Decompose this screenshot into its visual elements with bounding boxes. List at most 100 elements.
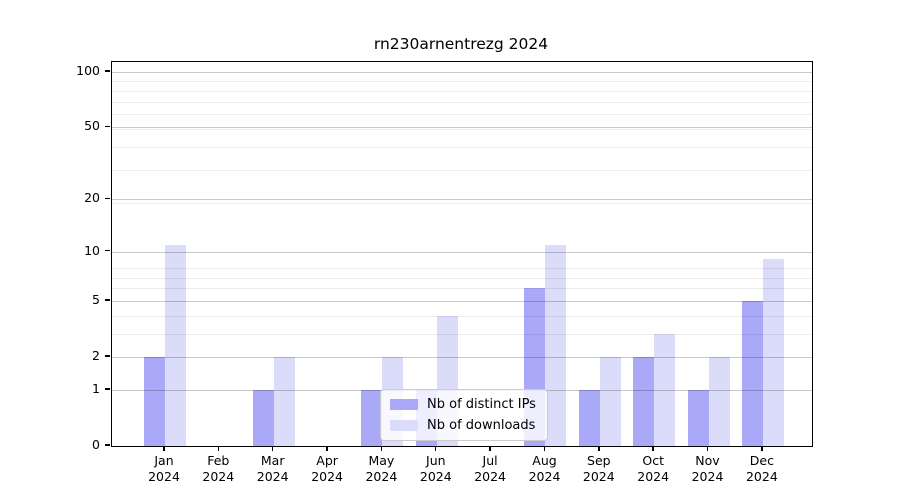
legend: Nb of distinct IPs Nb of downloads	[380, 389, 548, 441]
bar-nb-of-distinct-ips-jan-2024	[144, 357, 165, 446]
y-tick-mark	[104, 125, 110, 128]
x-tick-label-jan-2024: Jan 2024	[128, 453, 200, 484]
bar-nb-of-distinct-ips-oct-2024	[633, 357, 655, 446]
minor-gridline	[112, 114, 812, 116]
x-tick-label-feb-2024: Feb 2024	[182, 453, 254, 484]
x-tick-label-year: 2024	[528, 468, 561, 484]
bar-nb-of-downloads-sep-2024	[599, 357, 621, 446]
major-gridline	[112, 127, 812, 129]
legend-row-distinct-ips: Nb of distinct IPs	[390, 397, 536, 412]
x-tick-label-sep-2024: Sep 2024	[563, 453, 635, 484]
x-tick-label-year: 2024	[745, 468, 778, 484]
legend-label-downloads: Nb of downloads	[427, 418, 536, 433]
x-tick-label-month: Jan	[154, 453, 174, 468]
major-gridline	[112, 357, 812, 358]
y-tick-label: 10	[84, 242, 100, 258]
legend-swatch-distinct-ips	[390, 399, 418, 410]
major-gridline	[112, 72, 812, 73]
bar-nb-of-distinct-ips-may-2024	[361, 389, 383, 446]
minor-gridline	[112, 315, 812, 317]
y-tick-label: 50	[84, 118, 100, 134]
x-tick-label-month: Apr	[316, 453, 338, 468]
minor-gridline	[112, 288, 812, 290]
legend-label-distinct-ips: Nb of distinct IPs	[427, 397, 536, 412]
bar-nb-of-downloads-oct-2024	[654, 333, 676, 446]
minor-gridline	[112, 203, 812, 205]
minor-gridline	[112, 170, 812, 172]
y-tick-label: 2	[92, 348, 100, 363]
x-tick-mark	[163, 446, 165, 451]
bar-nb-of-distinct-ips-dec-2024	[741, 300, 763, 446]
x-tick-mark	[380, 446, 383, 451]
x-tick-label-year: 2024	[202, 468, 235, 484]
x-tick-mark	[543, 446, 546, 451]
x-tick-label-month: Aug	[532, 453, 557, 468]
x-tick-mark	[326, 446, 328, 451]
y-tick-label: 100	[76, 63, 100, 78]
y-tick-mark	[104, 355, 110, 357]
x-tick-label-mar-2024: Mar 2024	[237, 453, 309, 484]
minor-gridline	[112, 101, 812, 103]
x-tick-label-month: Nov	[695, 453, 720, 468]
x-tick-mark	[706, 446, 709, 451]
minor-gridline	[112, 333, 812, 335]
x-tick-label-year: 2024	[311, 468, 343, 484]
x-tick-mark	[434, 446, 437, 451]
y-tick-mark	[104, 388, 110, 390]
x-tick-label-month: Feb	[207, 453, 230, 468]
x-tick-label-year: 2024	[582, 468, 615, 484]
minor-gridline	[112, 147, 812, 149]
x-tick-mark	[217, 446, 220, 451]
legend-swatch-downloads	[390, 420, 418, 431]
x-tick-label-apr-2024: Apr 2024	[291, 453, 363, 484]
y-tick-mark	[104, 197, 110, 200]
x-tick-label-month: Dec	[749, 453, 774, 468]
x-tick-label-month: Mar	[260, 453, 285, 468]
x-tick-label-year: 2024	[148, 468, 180, 484]
x-tick-label-year: 2024	[256, 468, 289, 484]
y-tick-label: 20	[84, 190, 100, 206]
x-tick-label-year: 2024	[691, 468, 724, 484]
minor-gridline	[112, 277, 812, 279]
bar-nb-of-downloads-nov-2024	[708, 357, 730, 446]
x-tick-label-month: Sep	[587, 453, 611, 468]
bar-nb-of-downloads-dec-2024	[762, 259, 784, 446]
minor-gridline	[112, 90, 812, 92]
x-tick-label-year: 2024	[419, 468, 452, 484]
x-tick-label-month: Jun	[426, 453, 446, 468]
y-tick-mark	[104, 444, 110, 446]
bar-nb-of-distinct-ips-sep-2024	[578, 389, 600, 446]
x-tick-label-month: Jul	[482, 453, 498, 468]
x-tick-mark	[271, 446, 274, 451]
bar-nb-of-downloads-jan-2024	[165, 244, 186, 446]
x-tick-label-year: 2024	[365, 468, 398, 484]
bar-nb-of-distinct-ips-mar-2024	[252, 389, 274, 446]
bar-nb-of-downloads-mar-2024	[273, 357, 295, 446]
y-tick-mark	[104, 249, 110, 252]
x-tick-label-year: 2024	[474, 468, 506, 484]
y-tick-mark	[104, 299, 110, 301]
legend-row-downloads: Nb of downloads	[390, 418, 536, 433]
y-tick-label: 0	[92, 437, 100, 452]
x-tick-label-nov-2024: Nov 2024	[672, 453, 744, 484]
x-tick-label-aug-2024: Aug 2024	[509, 453, 581, 484]
major-gridline	[112, 300, 812, 302]
x-tick-label-oct-2024: Oct 2024	[617, 453, 689, 484]
y-tick-label: 5	[92, 291, 100, 307]
x-tick-mark	[489, 446, 491, 451]
x-tick-mark	[598, 446, 600, 451]
x-tick-mark	[652, 446, 654, 451]
x-tick-label-year: 2024	[637, 468, 670, 484]
x-tick-label-jun-2024: Jun 2024	[400, 453, 472, 484]
x-tick-label-dec-2024: Dec 2024	[726, 453, 798, 484]
major-gridline	[112, 251, 812, 253]
y-tick-label: 1	[92, 380, 100, 396]
x-tick-label-jul-2024: Jul 2024	[454, 453, 526, 484]
bar-nb-of-distinct-ips-nov-2024	[687, 389, 709, 446]
major-gridline	[112, 199, 812, 201]
minor-gridline	[112, 81, 812, 83]
x-tick-mark	[761, 446, 763, 451]
chart-title: rn230arnentrezg 2024	[373, 35, 549, 53]
bar-nb-of-downloads-aug-2024	[545, 244, 567, 446]
